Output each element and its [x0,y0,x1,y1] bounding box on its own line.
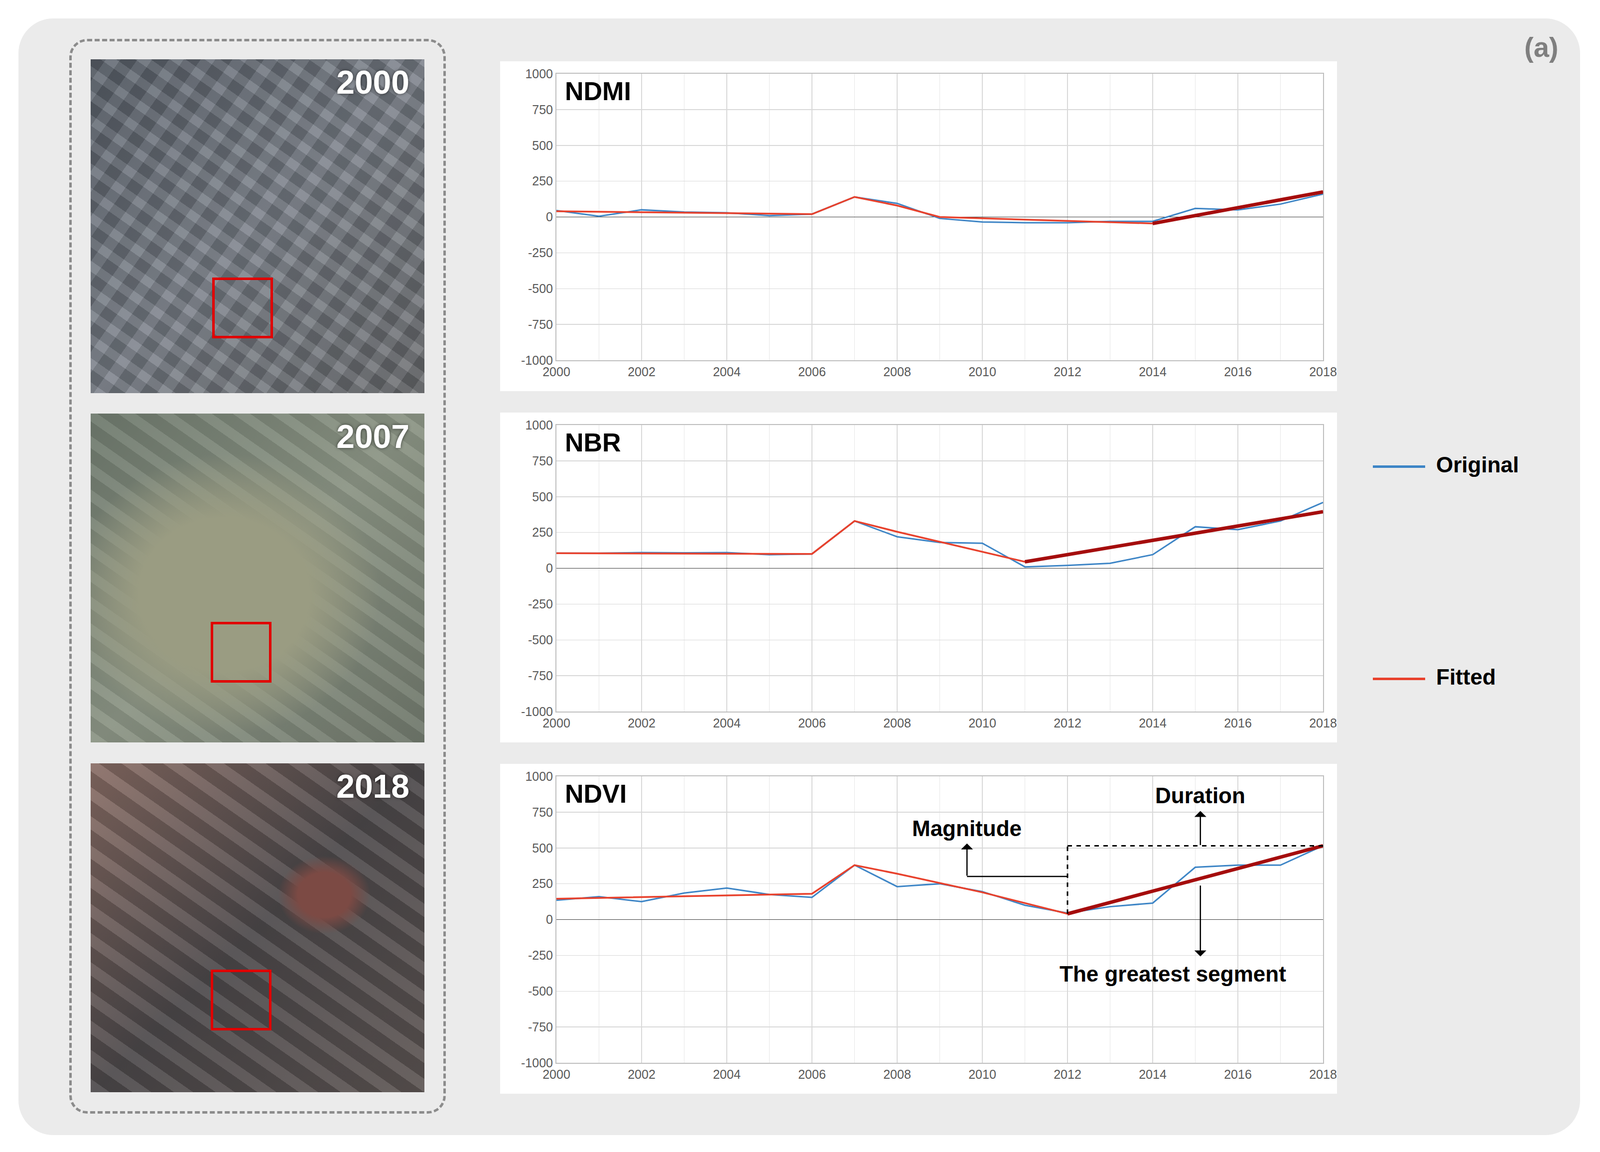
svg-text:1000: 1000 [525,417,553,432]
svg-text:2014: 2014 [1138,715,1167,730]
html-text:2000: 2000 [336,63,410,101]
svg-text:500: 500 [532,138,553,153]
svg-text:2008: 2008 [883,1066,912,1081]
svg-text:0: 0 [545,560,553,575]
svg-text:0: 0 [545,912,553,927]
svg-text:-1000: -1000 [521,1055,553,1070]
svg-text:The greatest segment: The greatest segment [1059,961,1287,986]
svg-text:500: 500 [532,840,553,855]
svg-text:2014: 2014 [1138,364,1167,379]
svg-text:2004: 2004 [712,715,741,730]
svg-text:2002: 2002 [627,1066,656,1081]
svg-text:750: 750 [532,804,553,819]
svg-text:-750: -750 [528,1019,553,1034]
svg-text:-1000: -1000 [521,353,553,368]
svg-text:2012: 2012 [1053,364,1082,379]
svg-text:2010: 2010 [968,715,997,730]
svg-text:250: 250 [532,876,553,891]
svg-text:2018: 2018 [1309,715,1337,730]
svg-text:-500: -500 [528,983,553,998]
svg-text:-1000: -1000 [521,704,553,719]
html-text:Original: Original [1436,452,1519,477]
svg-text:2016: 2016 [1223,1066,1252,1081]
svg-text:500: 500 [532,489,553,504]
html-text:Fitted: Fitted [1436,664,1496,689]
svg-text:-250: -250 [528,947,553,962]
svg-text:2004: 2004 [712,364,741,379]
svg-text:250: 250 [532,173,553,188]
svg-text:Magnitude: Magnitude [912,815,1022,841]
svg-text:2010: 2010 [968,1066,997,1081]
svg-text:2006: 2006 [798,364,826,379]
svg-text:2018: 2018 [1309,364,1337,379]
svg-text:-750: -750 [528,668,553,683]
html-text:(a): (a) [1524,31,1559,63]
svg-text:1000: 1000 [525,769,553,784]
svg-text:-250: -250 [528,245,553,260]
svg-text:2002: 2002 [627,715,656,730]
svg-text:2000: 2000 [542,1066,571,1081]
svg-text:-750: -750 [528,317,553,332]
svg-text:2006: 2006 [798,715,826,730]
svg-text:2010: 2010 [968,364,997,379]
svg-text:2008: 2008 [883,715,912,730]
svg-text:1000: 1000 [525,66,553,81]
svg-text:2014: 2014 [1138,1066,1167,1081]
svg-text:NDVI: NDVI [564,779,627,808]
svg-text:2012: 2012 [1053,1066,1082,1081]
svg-text:750: 750 [532,102,553,117]
svg-text:2000: 2000 [542,364,571,379]
html-text:2007: 2007 [336,417,410,455]
svg-text:0: 0 [545,209,553,224]
svg-text:NDMI: NDMI [564,76,632,106]
svg-text:Duration: Duration [1155,783,1246,808]
svg-text:2002: 2002 [627,364,656,379]
svg-text:2016: 2016 [1223,715,1252,730]
svg-text:-250: -250 [528,596,553,611]
svg-text:NBR: NBR [564,427,622,457]
svg-text:2004: 2004 [712,1066,741,1081]
svg-text:2016: 2016 [1223,364,1252,379]
svg-text:2000: 2000 [542,715,571,730]
svg-text:-500: -500 [528,632,553,647]
svg-text:750: 750 [532,453,553,468]
html-text:2018: 2018 [336,767,410,805]
svg-text:250: 250 [532,525,553,539]
svg-text:-500: -500 [528,281,553,296]
svg-text:2008: 2008 [883,364,912,379]
svg-text:2012: 2012 [1053,715,1082,730]
svg-text:2006: 2006 [798,1066,826,1081]
svg-text:2018: 2018 [1309,1066,1337,1081]
